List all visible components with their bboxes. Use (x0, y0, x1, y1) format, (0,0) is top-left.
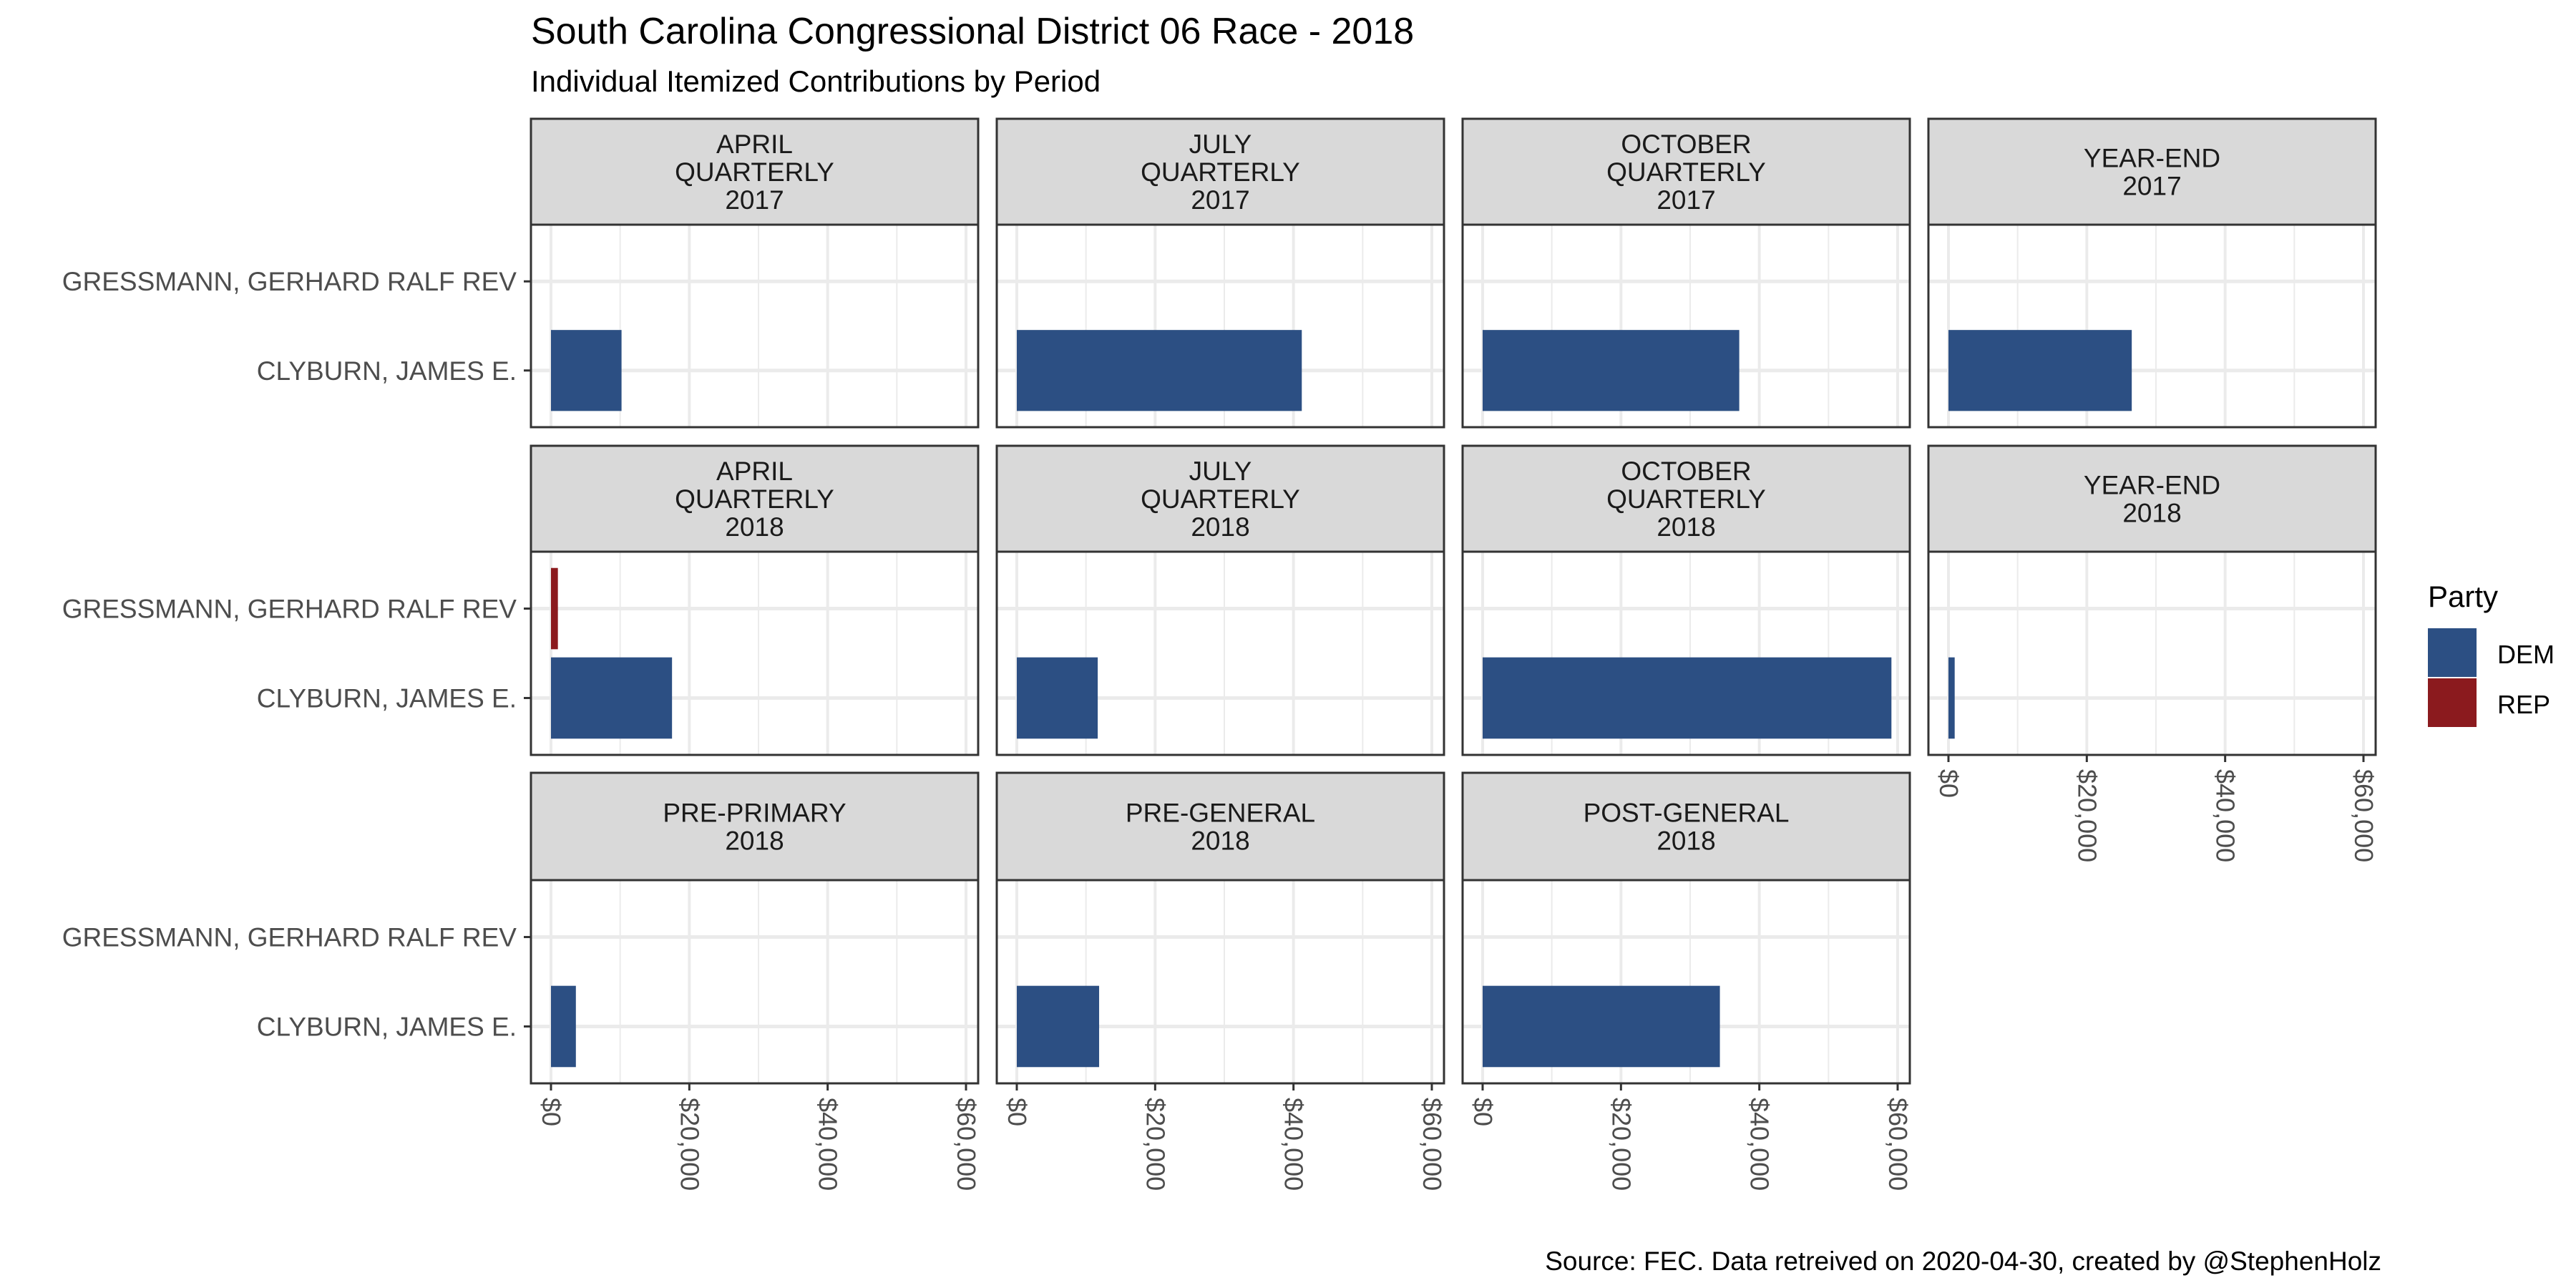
panel-border (530, 550, 980, 756)
facet-strip-label: PRE-GENERAL (1126, 799, 1315, 828)
panel-border (995, 223, 1445, 429)
legend-label-dem: DEM (2497, 640, 2555, 669)
facet-strip-label: 2018 (725, 512, 784, 542)
x-tick-label: $0 (537, 1098, 566, 1126)
x-tick-label: $20,000 (675, 1098, 704, 1191)
legend-title: Party (2428, 580, 2498, 613)
chart-caption: Source: FEC. Data retreived on 2020-04-3… (1545, 1246, 2381, 1276)
facet-strip-label: OCTOBER (1621, 457, 1751, 486)
bar-dem (1483, 330, 1740, 411)
bar-dem (1017, 657, 1098, 739)
bar-dem (1948, 330, 2132, 411)
facet-strip-label: 2018 (1191, 826, 1249, 856)
y-tick-label: GRESSMANN, GERHARD RALF REV (62, 923, 517, 952)
facet-strip-label: PRE-PRIMARY (663, 799, 846, 828)
facet-strip-label: YEAR-END (2084, 471, 2220, 500)
panel-border (1927, 550, 2377, 756)
facet-strip-label: 2017 (2122, 172, 2181, 201)
facet-strip (530, 444, 980, 553)
x-tick-label: $60,000 (2349, 769, 2379, 862)
facet-strip-label: YEAR-END (2084, 144, 2220, 173)
facet-strip-label: POST-GENERAL (1584, 799, 1790, 828)
y-tick-label: CLYBURN, JAMES E. (257, 683, 517, 713)
facet-strip (530, 771, 980, 882)
facet-strip-label: 2018 (1657, 512, 1715, 542)
facet-strip-label: JULY (1189, 130, 1252, 159)
facet-strip (995, 117, 1445, 226)
y-tick-label: GRESSMANN, GERHARD RALF REV (62, 595, 517, 624)
panel-border (530, 879, 980, 1085)
bar-dem (1483, 657, 1892, 739)
x-tick-label: $20,000 (1606, 1098, 1636, 1191)
facet-strip-label: QUARTERLY (1606, 484, 1766, 514)
facet-strip-label: QUARTERLY (675, 484, 834, 514)
facet-strip-label: APRIL (716, 457, 793, 486)
facet-strip-label: QUARTERLY (1606, 157, 1766, 187)
facet-strip-label: QUARTERLY (675, 157, 834, 187)
panel-background (531, 880, 978, 1083)
facet-strip-label: JULY (1189, 457, 1252, 486)
facet-strip-label: QUARTERLY (1141, 157, 1300, 187)
x-tick-label: $60,000 (952, 1098, 981, 1191)
panel-border (995, 879, 1445, 1085)
panel-border (1927, 223, 2377, 429)
facet-strip-label: APRIL (716, 130, 793, 159)
bar-dem (1948, 657, 1955, 739)
facet-strip-label: 2017 (725, 185, 784, 215)
facet-strip-label: 2018 (1657, 826, 1715, 856)
facet-strip-label: QUARTERLY (1141, 484, 1300, 514)
x-tick-label: $40,000 (1745, 1098, 1775, 1191)
x-tick-label: $0 (1002, 1098, 1032, 1126)
panel-border (1461, 879, 1911, 1085)
bar-dem (551, 657, 673, 739)
facet-strip-label: 2017 (1657, 185, 1715, 215)
x-tick-label: $0 (1468, 1098, 1498, 1126)
x-tick-label: $0 (1934, 769, 1963, 798)
panel-border (1461, 550, 1911, 756)
facet-strip-label: 2018 (2122, 499, 2181, 528)
legend-key-dem (2428, 628, 2477, 677)
panel-border (1461, 223, 1911, 429)
y-tick-label: CLYBURN, JAMES E. (257, 1012, 517, 1041)
panel-border (995, 550, 1445, 756)
x-tick-label: $60,000 (1418, 1098, 1447, 1191)
bar-rep (551, 567, 558, 650)
x-tick-label: $40,000 (1279, 1098, 1309, 1191)
x-tick-label: $40,000 (814, 1098, 843, 1191)
facet-strip-label: 2018 (1191, 512, 1249, 542)
x-tick-label: $20,000 (2072, 769, 2102, 862)
bar-dem (1017, 330, 1302, 411)
legend-key-rep (2428, 678, 2477, 727)
x-tick-label: $20,000 (1141, 1098, 1170, 1191)
chart-subtitle: Individual Itemized Contributions by Per… (531, 64, 1101, 98)
legend-label-rep: REP (2497, 690, 2550, 719)
facet-strip-label: 2017 (1191, 185, 1249, 215)
facet-strip (530, 117, 980, 226)
facet-strip (995, 444, 1445, 553)
x-tick-label: $40,000 (2211, 769, 2240, 862)
panel-border (530, 223, 980, 429)
y-tick-label: CLYBURN, JAMES E. (257, 356, 517, 386)
bar-dem (1483, 985, 1720, 1068)
facet-strip-label: OCTOBER (1621, 130, 1751, 159)
panel-background (1928, 552, 2376, 755)
facet-strip-label: 2018 (725, 826, 784, 856)
bar-dem (551, 330, 622, 411)
x-tick-label: $60,000 (1883, 1098, 1913, 1191)
bar-dem (1017, 985, 1100, 1068)
y-tick-label: GRESSMANN, GERHARD RALF REV (62, 267, 517, 296)
bar-dem (551, 985, 576, 1068)
facet-strip (1461, 771, 1911, 882)
chart-title: South Carolina Congressional District 06… (531, 11, 1415, 52)
